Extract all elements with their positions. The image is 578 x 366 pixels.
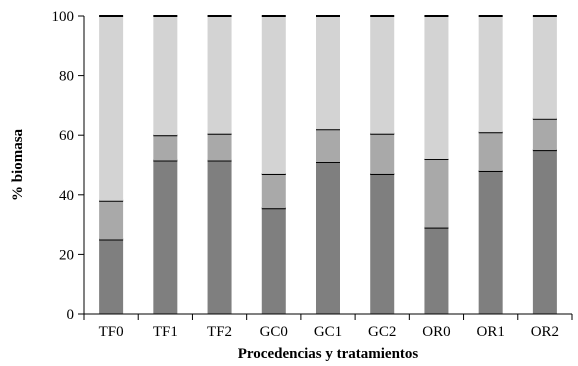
bar-segment-gc1-s3 xyxy=(316,16,340,130)
bar-segment-or2-s1 xyxy=(532,150,557,314)
x-tick-label: GC2 xyxy=(368,324,396,340)
bar-segment-gc0-s1 xyxy=(261,208,286,314)
bar-segment-tf1-s3 xyxy=(153,16,178,136)
bar-segment-or0-s1 xyxy=(424,227,449,314)
bar-segment-tf2-s3 xyxy=(207,16,232,134)
bar-segment-gc0-s3 xyxy=(261,16,286,174)
bar-segment-or1-s2 xyxy=(478,132,503,171)
y-tick-label: 20 xyxy=(59,247,74,263)
x-tick-label: OR0 xyxy=(422,324,450,340)
x-axis: TF0 TF1 TF2 GC0 GC1 GC2 OR0 OR1 OR2 xyxy=(83,313,573,340)
bar-segment-gc2-s2 xyxy=(370,133,395,174)
bar-segment-tf2-s2 xyxy=(207,133,232,161)
x-tick-label: GC1 xyxy=(314,324,342,340)
bar-segment-tf1-s1 xyxy=(153,160,178,314)
x-axis-title: Procedencias y tratamientos xyxy=(238,346,419,362)
x-tick-label: TF0 xyxy=(99,324,124,340)
bar-segment-tf2-s1 xyxy=(207,160,232,314)
y-tick-label: 80 xyxy=(59,69,74,85)
bar-segment-tf0-s1 xyxy=(99,239,124,314)
bar-segment-tf1-s2 xyxy=(153,135,178,161)
bar-segment-or1-s1 xyxy=(478,170,503,314)
x-tick-label: TF1 xyxy=(153,324,178,340)
y-tick-label: 60 xyxy=(59,128,74,144)
bar-segment-gc2-s3 xyxy=(370,16,395,134)
bar-segment-or0-s3 xyxy=(424,16,449,160)
plot-area xyxy=(99,15,557,314)
x-tick-label: OR2 xyxy=(531,324,559,340)
bar-segment-tf0-s3 xyxy=(99,16,124,201)
x-tick-label: TF2 xyxy=(207,324,232,340)
bar-segment-tf0-s2 xyxy=(99,200,124,240)
y-axis-title: % biomasa xyxy=(10,128,26,201)
bar-segment-or0-s2 xyxy=(424,159,449,228)
x-tick-label: OR1 xyxy=(476,324,504,340)
x-tick-label: GC0 xyxy=(260,324,288,340)
y-tick-label: 40 xyxy=(59,188,74,204)
y-tick-label: 100 xyxy=(52,9,75,25)
y-axis: 0 20 40 60 80 100 xyxy=(52,9,85,323)
bar-segment-or1-s3 xyxy=(478,16,503,133)
y-tick-label: 0 xyxy=(67,307,75,323)
bar-segment-or2-s3 xyxy=(532,16,557,119)
bar-segment-gc0-s2 xyxy=(261,173,286,209)
bar-segment-gc1-s2 xyxy=(316,129,340,163)
bar-segment-gc1-s1 xyxy=(316,162,340,314)
bar-segment-gc2-s1 xyxy=(370,173,395,314)
bar-segment-or2-s2 xyxy=(532,118,557,151)
